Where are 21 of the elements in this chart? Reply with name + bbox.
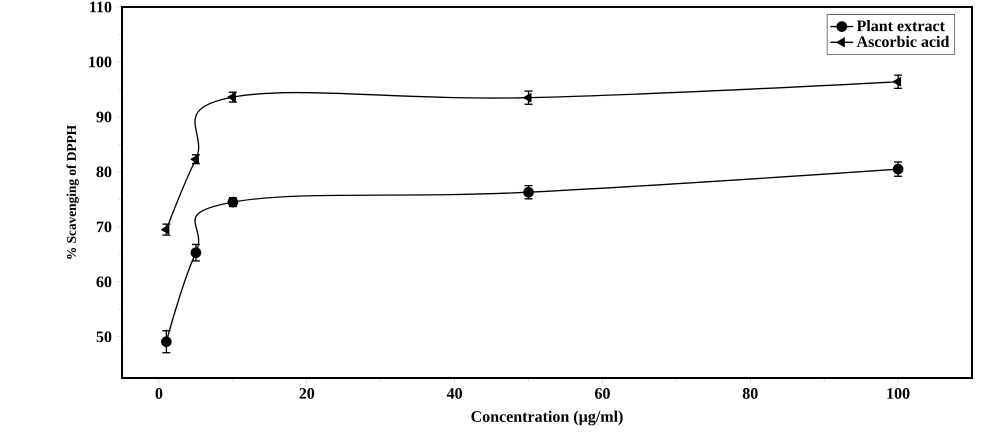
x-tick-label: 0 xyxy=(156,388,162,399)
x-tick-label: 60 xyxy=(594,388,610,399)
y-tick-label: 70 xyxy=(96,221,112,232)
y-tick-label: 100 xyxy=(89,56,112,68)
x-tick-label: 100 xyxy=(887,388,910,399)
y-tick-label: 90 xyxy=(96,112,112,122)
point xyxy=(190,247,202,258)
y-tick-label: 110 xyxy=(90,2,112,12)
y-tick-label: 80 xyxy=(96,166,112,178)
y-tick-label: 50 xyxy=(96,331,112,342)
point xyxy=(523,92,532,102)
y-tick-label: 60 xyxy=(96,276,112,288)
legend-label: Ascorbic acid xyxy=(856,36,950,48)
legend-label: Plant extract xyxy=(856,20,945,32)
point xyxy=(228,92,236,102)
x-tick-label: 40 xyxy=(446,388,462,399)
y-axis-title: % Scavenging of DPPH xyxy=(66,125,79,259)
point xyxy=(161,336,172,348)
x-tick-label: 80 xyxy=(742,388,758,399)
x-axis-title: Concentration (µg/ml) xyxy=(471,410,623,426)
x-tick-label: 20 xyxy=(299,388,314,399)
